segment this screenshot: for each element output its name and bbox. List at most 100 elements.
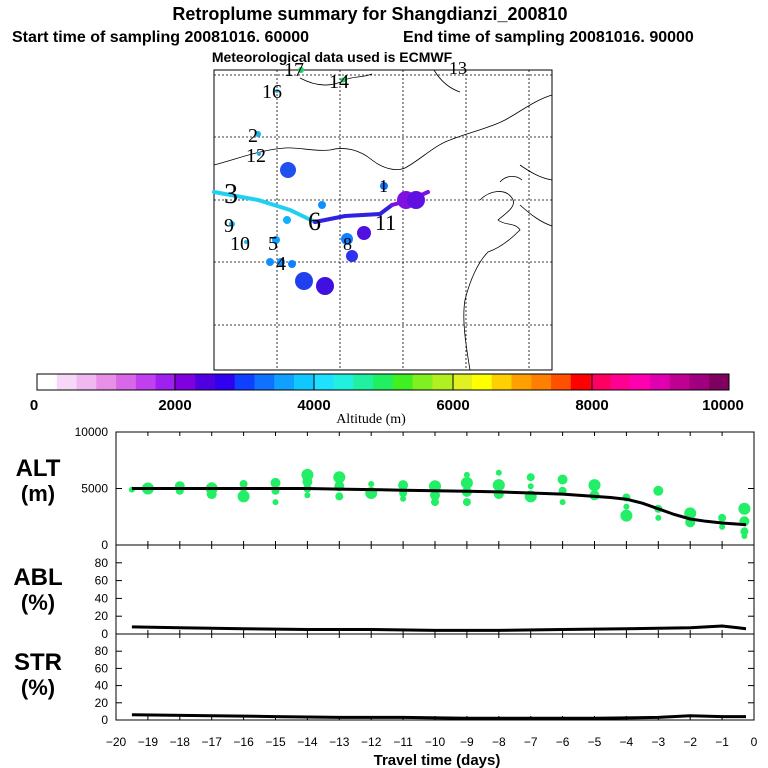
alt-scatter-point xyxy=(335,492,344,501)
y-tick-label: 10000 xyxy=(75,425,109,439)
colorbar-swatch xyxy=(214,374,236,390)
cluster-label: 11 xyxy=(375,210,396,235)
time-series-panels: ALT (m) ABL (%) STR (%) 0 5000 10000 0 20 40… xyxy=(13,425,757,768)
colorbar-swatch xyxy=(630,374,651,390)
cluster-label: 12 xyxy=(246,145,266,167)
colorbar-swatch xyxy=(709,374,730,390)
y-tick-label: 5000 xyxy=(81,482,108,496)
y-tick-label: 20 xyxy=(95,609,109,623)
alt-scatter-point xyxy=(304,492,311,499)
colorbar-swatch xyxy=(432,374,453,390)
x-tick-label: −20 xyxy=(106,735,127,749)
cluster-dot xyxy=(280,162,296,178)
alt-scatter-point xyxy=(653,485,664,496)
cluster-dot xyxy=(229,221,235,227)
cluster-dot xyxy=(266,258,274,266)
alt-scatter-point xyxy=(655,514,662,521)
y-tick-label: 60 xyxy=(95,574,109,588)
cluster-dot xyxy=(318,201,326,209)
x-tick-label: −4 xyxy=(620,735,634,749)
colorbar-tick-label: 8000 xyxy=(575,397,608,414)
alt-scatter-point xyxy=(302,476,313,487)
colorbar-ticks: 0 2000 4000 6000 8000 10000 xyxy=(30,397,744,414)
colorbar-swatch xyxy=(511,374,532,390)
alt-scatter-point xyxy=(719,523,726,530)
str-panel-unit: (%) xyxy=(21,675,55,700)
alt-scatter-point xyxy=(460,476,473,489)
colorbar-swatch xyxy=(531,374,552,390)
cluster-dot xyxy=(346,250,358,262)
abl-line xyxy=(131,624,747,632)
alt-scatter-point xyxy=(718,513,727,522)
cluster-label: 5 xyxy=(268,233,278,255)
alt-scatter-point xyxy=(495,469,502,476)
colorbar-swatch xyxy=(373,374,394,390)
cluster-label: 1 xyxy=(379,176,388,196)
x-tick-label: −17 xyxy=(202,735,223,749)
x-tick-label: −18 xyxy=(170,735,191,749)
colorbar-swatch xyxy=(294,374,315,390)
alt-panel-unit: (m) xyxy=(21,481,55,506)
cluster-dot xyxy=(295,272,313,290)
cluster-dot xyxy=(255,131,261,137)
colorbar-swatch xyxy=(313,374,334,390)
x-tick-label: −12 xyxy=(361,735,382,749)
cluster-dot xyxy=(277,258,285,266)
colorbar-swatch xyxy=(570,374,591,390)
met-data-label: Meteorological data used is ECMWF xyxy=(212,49,453,65)
colorbar-swatch xyxy=(274,374,295,390)
cluster-dot xyxy=(380,182,388,190)
alt-scatter-point xyxy=(559,499,566,506)
colorbar-swatch xyxy=(590,374,611,390)
str-line xyxy=(131,713,746,720)
cluster-label: 10 xyxy=(230,233,250,255)
cluster-label: 13 xyxy=(449,58,467,78)
map-panel: 17 14 13 16 2 12 3 9 10 5 4 1 11 6 8 xyxy=(212,58,553,371)
cluster-labels: 17 14 13 16 2 12 3 9 10 5 4 1 11 6 8 xyxy=(224,58,467,275)
alt-scatter-point xyxy=(741,533,748,539)
alt-scatter-point xyxy=(206,489,217,500)
end-time-label: End time of sampling 20081016. 90000 xyxy=(403,29,694,46)
abl-panel: 0 20 40 60 80 xyxy=(95,545,755,641)
y-tick-label: 80 xyxy=(95,556,109,570)
alt-scatter-point xyxy=(398,480,409,491)
x-tick-label: −10 xyxy=(425,735,446,749)
alt-median-line xyxy=(131,487,747,527)
cluster-dot xyxy=(298,67,304,73)
alt-scatter-point xyxy=(738,502,751,515)
y-tick-label: 60 xyxy=(95,661,109,675)
x-tick-label: 0 xyxy=(751,735,758,749)
colorbar-axis-label: Altitude (m) xyxy=(336,412,406,427)
x-tick-label: −14 xyxy=(297,735,318,749)
x-tick-label: −6 xyxy=(556,735,570,749)
map-coastlines xyxy=(213,69,553,371)
colorbar-swatch xyxy=(452,374,473,390)
panels-frame xyxy=(115,431,755,721)
colorbar-swatch xyxy=(610,374,631,390)
colorbar-tick-label: 0 xyxy=(30,397,38,414)
colorbar-tick-label: 6000 xyxy=(436,397,469,414)
alt-scatter-point xyxy=(557,474,568,485)
alt-scatter-point xyxy=(526,473,535,482)
x-tick-label: −15 xyxy=(265,735,286,749)
cluster-label: 16 xyxy=(262,81,282,103)
colorbar-swatch xyxy=(56,374,77,390)
cluster-label: 9 xyxy=(224,215,234,237)
colorbar-swatch xyxy=(689,374,710,390)
cluster-label: 4 xyxy=(276,253,286,275)
cluster-label: 14 xyxy=(329,71,349,93)
colorbar-swatch xyxy=(412,374,433,390)
alt-scatter-point xyxy=(429,480,441,493)
colorbar-swatch xyxy=(175,374,196,390)
start-time-label: Start time of sampling 20081016. 60000 xyxy=(12,29,309,46)
colorbar-swatch xyxy=(37,374,58,390)
abl-panel-label: ABL xyxy=(13,564,62,591)
colorbar-swatch xyxy=(155,374,176,390)
alt-panel-label: ALT xyxy=(16,455,61,482)
alt-scatter-point xyxy=(684,507,697,520)
alt-scatter-point xyxy=(431,498,439,507)
colorbar-tick-label: 2000 xyxy=(158,397,191,414)
alt-scatter-point xyxy=(430,490,440,501)
colorbar-swatch xyxy=(116,374,137,390)
travel-time-axis: −20 −19 −18 −17 −16 −15 −14 −13 −12 −11 −10 −9 −8 −7−… xyxy=(106,735,758,749)
